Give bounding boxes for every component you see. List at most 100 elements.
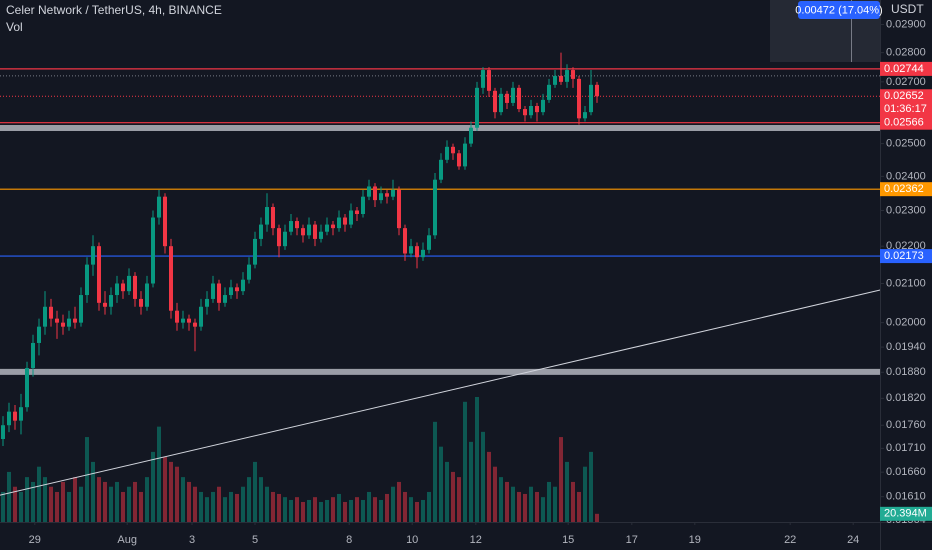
volume-bar [295, 497, 299, 522]
volume-bar [553, 486, 557, 522]
volume-bar [229, 491, 233, 522]
candle-body [439, 159, 443, 180]
volume-title: Vol [6, 20, 23, 34]
candle-body [145, 283, 149, 307]
candle-body [151, 217, 155, 284]
volume-badge-label: 20.394M [884, 508, 927, 520]
volume-bar [25, 477, 29, 522]
volume-bar [199, 491, 203, 522]
volume-bar [193, 486, 197, 522]
candle-body [445, 146, 449, 160]
y-tick-label: 0.02500 [886, 138, 926, 150]
volume-bar [391, 486, 395, 522]
volume-bar [421, 499, 425, 522]
volume-bar [73, 477, 77, 522]
candle-body [313, 224, 317, 239]
volume-bar [175, 466, 179, 522]
volume-bar [361, 499, 365, 522]
candle-body [211, 283, 215, 299]
candle-body [61, 322, 65, 327]
candle-body [487, 70, 491, 91]
chart-title: Celer Network / TetherUS, 4h, BINANCE [6, 3, 222, 17]
countdown-label: 01:36:17 [884, 103, 927, 115]
volume-bar [355, 497, 359, 522]
candle-body [319, 231, 323, 239]
volume-bar [445, 461, 449, 522]
candle-body [349, 210, 353, 225]
volume-bar [577, 491, 581, 522]
volume-bar [217, 486, 221, 522]
y-tick-label: 0.02800 [886, 47, 926, 59]
trendline [0, 289, 881, 496]
volume-bar [13, 486, 17, 522]
candle-body [331, 224, 335, 229]
candle-body [355, 210, 359, 215]
volume-bar [457, 477, 461, 522]
candle-body [301, 228, 305, 236]
candle-body [409, 246, 413, 254]
volume-bar [523, 493, 527, 522]
candle-body [571, 70, 575, 79]
y-tick-label: 0.01940 [886, 341, 926, 353]
y-tick-label: 0.01820 [886, 392, 926, 404]
candle-body [235, 287, 239, 292]
price-badge [880, 115, 932, 130]
volume-bar [61, 481, 65, 522]
y-tick-label: 0.01660 [886, 466, 926, 478]
volume-bar [481, 431, 485, 522]
volume-bar [307, 499, 311, 522]
volume-bar [475, 397, 479, 522]
y-tick-label: 0.01760 [886, 419, 926, 431]
candle-body [379, 193, 383, 201]
price-badge-label: 0.02652 [884, 90, 924, 102]
volume-bar [181, 477, 185, 522]
volume-bar [223, 497, 227, 522]
volume-bar [439, 446, 443, 522]
volume-bar [565, 461, 569, 522]
candle-body [127, 275, 131, 292]
candle-body [499, 93, 503, 113]
volume-bar [409, 497, 413, 522]
candle-body [79, 295, 83, 323]
candle-body [241, 279, 245, 292]
candle-body [265, 207, 269, 225]
x-tick-label: Aug [117, 534, 137, 546]
volume-bar [313, 497, 317, 522]
candle-body [43, 306, 47, 327]
candle-body [481, 70, 485, 88]
volume-bar [247, 477, 251, 522]
x-tick-label: 24 [847, 534, 859, 546]
x-tick-label: 10 [406, 534, 418, 546]
volume-bar [469, 441, 473, 522]
candle-body [337, 217, 341, 229]
candle-body [229, 287, 233, 296]
candle-body [325, 224, 329, 232]
y-tick-label: 0.02000 [886, 317, 926, 329]
y-tick-label: 0.02400 [886, 170, 926, 182]
candle-body [595, 84, 599, 97]
candle-body [451, 146, 455, 154]
candle-body [163, 196, 167, 247]
y-tick-label: 0.01610 [886, 491, 926, 503]
price-badge-label: 0.02362 [884, 183, 924, 195]
volume-bar [541, 497, 545, 522]
candle-body [73, 318, 77, 323]
candle-body [343, 217, 347, 225]
volume-bar [493, 466, 497, 522]
volume-bar [121, 491, 125, 522]
volume-bar [595, 513, 599, 522]
candle-body [139, 298, 143, 307]
volume-bar [241, 486, 245, 522]
candle-body [535, 105, 539, 113]
candle-body [55, 318, 59, 323]
candle-body [85, 264, 89, 296]
x-tick-label: 3 [189, 534, 195, 546]
price-axis: 0.029000.028000.027000.025000.024000.023… [880, 18, 932, 526]
plot-area [0, 52, 881, 522]
candle-body [475, 87, 479, 128]
candle-body [517, 87, 521, 110]
price-badge [880, 61, 932, 76]
candle-body [511, 87, 515, 103]
volume-bar [103, 481, 107, 522]
